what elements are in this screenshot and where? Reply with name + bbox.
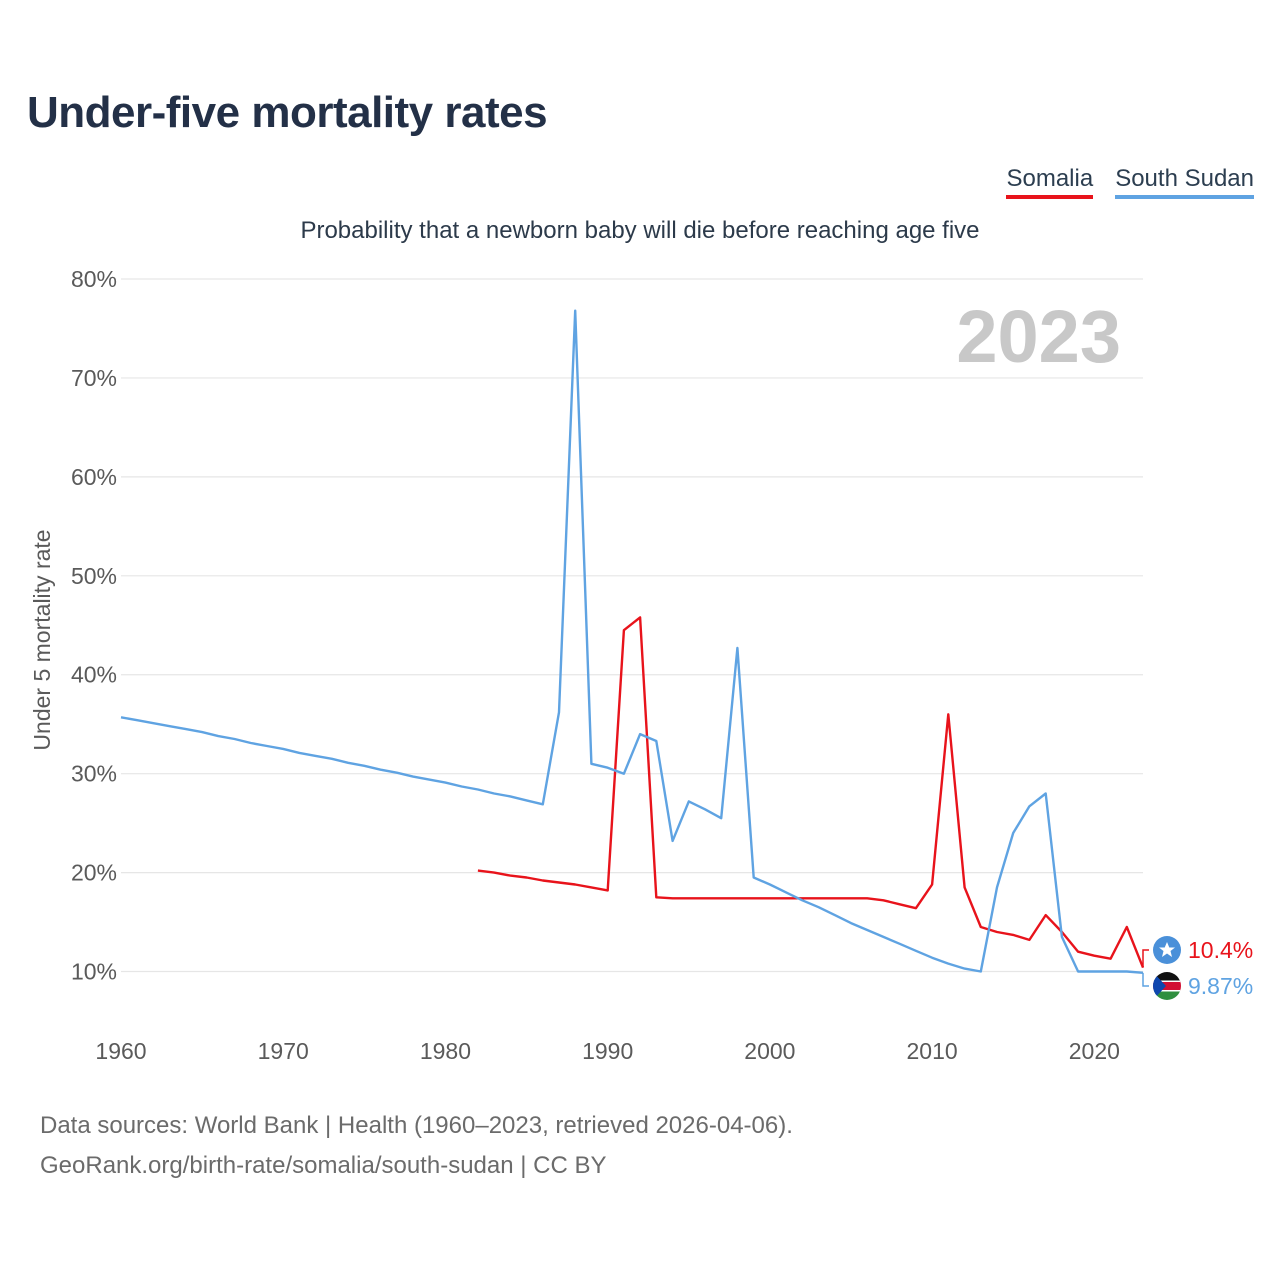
series-line-south-sudan <box>120 309 1144 974</box>
y-tick-label: 40% <box>71 662 117 688</box>
y-tick-label: 50% <box>71 563 117 589</box>
x-tick-label: 2020 <box>1069 1038 1120 1064</box>
y-tick-label: 80% <box>71 266 117 292</box>
star-icon <box>1159 942 1175 957</box>
footer-sources: Data sources: World Bank | Health (1960–… <box>40 1112 793 1139</box>
y-axis-ticks: 10% 20% 30% 40% 50% 60% 70% 80% <box>71 266 117 985</box>
series-lines <box>120 309 1145 974</box>
x-axis-ticks: 1960 1970 1980 1990 2000 2010 2020 <box>95 1038 1120 1064</box>
end-value-label: 9.87% <box>1188 973 1253 999</box>
y-tick-label: 70% <box>71 365 117 391</box>
gridlines <box>121 278 1143 973</box>
x-tick-label: 1970 <box>258 1038 309 1064</box>
year-watermark: 2023 <box>956 295 1121 378</box>
end-value-label: 10.4% <box>1188 937 1253 963</box>
x-tick-label: 2010 <box>907 1038 958 1064</box>
legend-item-somalia[interactable]: Somalia <box>1006 165 1094 199</box>
x-tick-label: 1980 <box>420 1038 471 1064</box>
x-tick-label: 2000 <box>744 1038 795 1064</box>
footer: Data sources: World Bank | Health (1960–… <box>40 1106 793 1186</box>
y-tick-label: 60% <box>71 464 117 490</box>
x-tick-label: 1960 <box>95 1038 146 1064</box>
series-line-somalia <box>477 616 1145 969</box>
chart-title: Under-five mortality rates <box>27 88 548 137</box>
legend: Somalia South Sudan <box>1006 165 1254 199</box>
chart-subtitle: Probability that a newborn baby will die… <box>300 217 980 244</box>
end-connector <box>1142 972 1149 987</box>
footer-link[interactable]: GeoRank.org/birth-rate/somalia/south-sud… <box>40 1152 607 1179</box>
y-tick-label: 10% <box>71 959 117 985</box>
legend-item-south-sudan[interactable]: South Sudan <box>1115 165 1254 199</box>
end-labels: 10.4% 9.87% <box>1142 936 1253 1000</box>
end-connector <box>1142 949 1149 968</box>
y-axis-label: Under 5 mortality rate <box>29 529 55 750</box>
x-tick-label: 1990 <box>582 1038 633 1064</box>
south-sudan-flag-icon <box>1153 972 1181 1000</box>
line-chart: 10% 20% 30% 40% 50% 60% 70% 80% 1960 1970 1980 199… <box>29 266 1253 1064</box>
y-tick-label: 30% <box>71 761 117 787</box>
y-tick-label: 20% <box>71 860 117 886</box>
